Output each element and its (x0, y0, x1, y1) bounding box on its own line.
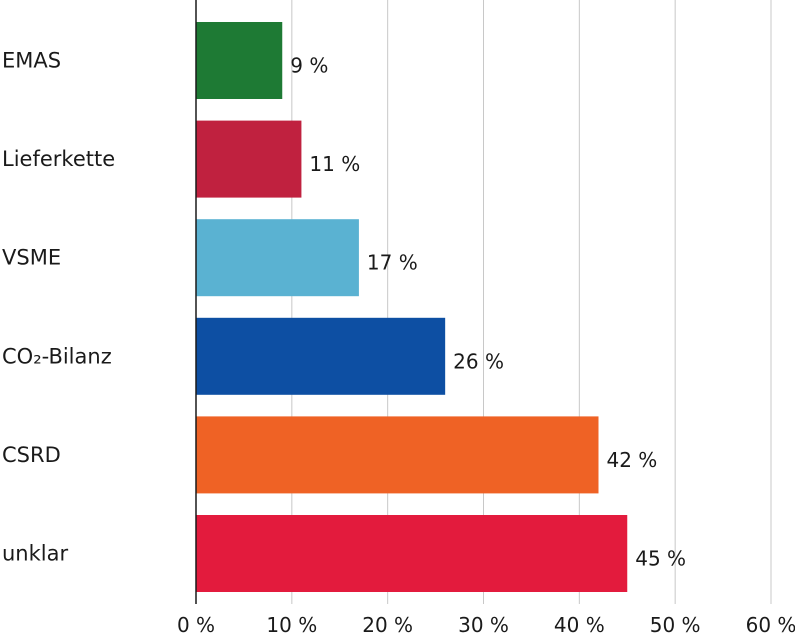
x-tick-label: 50 % (650, 613, 701, 635)
bar (196, 317, 446, 395)
x-tick-label: 0 % (177, 613, 215, 635)
x-tick-label: 10 % (266, 613, 317, 635)
category-label: EMAS (2, 49, 61, 73)
value-label: 9 % (290, 54, 328, 78)
value-label: 17 % (367, 251, 418, 275)
category-label: VSME (2, 246, 61, 270)
x-tick-label: 60 % (746, 613, 795, 635)
bar (196, 22, 283, 99)
bar (196, 120, 302, 198)
value-label: 26 % (453, 349, 504, 373)
grid-lines (291, 0, 772, 604)
category-label: CO₂-Bilanz (2, 344, 112, 368)
category-labels: EMAS Lieferkette VSME CO₂-Bilanz CSRD unklar (2, 49, 115, 566)
x-tick-label: 20 % (362, 613, 413, 635)
value-label: 45 % (635, 547, 686, 571)
category-label: unklar (2, 542, 68, 566)
bars (196, 22, 628, 592)
value-label: 11 % (309, 152, 360, 176)
category-label: CSRD (2, 443, 61, 467)
value-label: 42 % (607, 448, 658, 472)
bar (196, 219, 359, 297)
x-tick-label: 40 % (554, 613, 605, 635)
category-label: Lieferkette (2, 147, 115, 171)
x-tick-label: 30 % (458, 613, 509, 635)
bar (196, 416, 599, 494)
value-labels: 9 % 11 % 17 % 26 % 42 % 45 % (290, 54, 686, 571)
x-tick-labels: 0 % 10 % 20 % 30 % 40 % 50 % 60 % (177, 613, 795, 635)
bar (196, 515, 628, 592)
